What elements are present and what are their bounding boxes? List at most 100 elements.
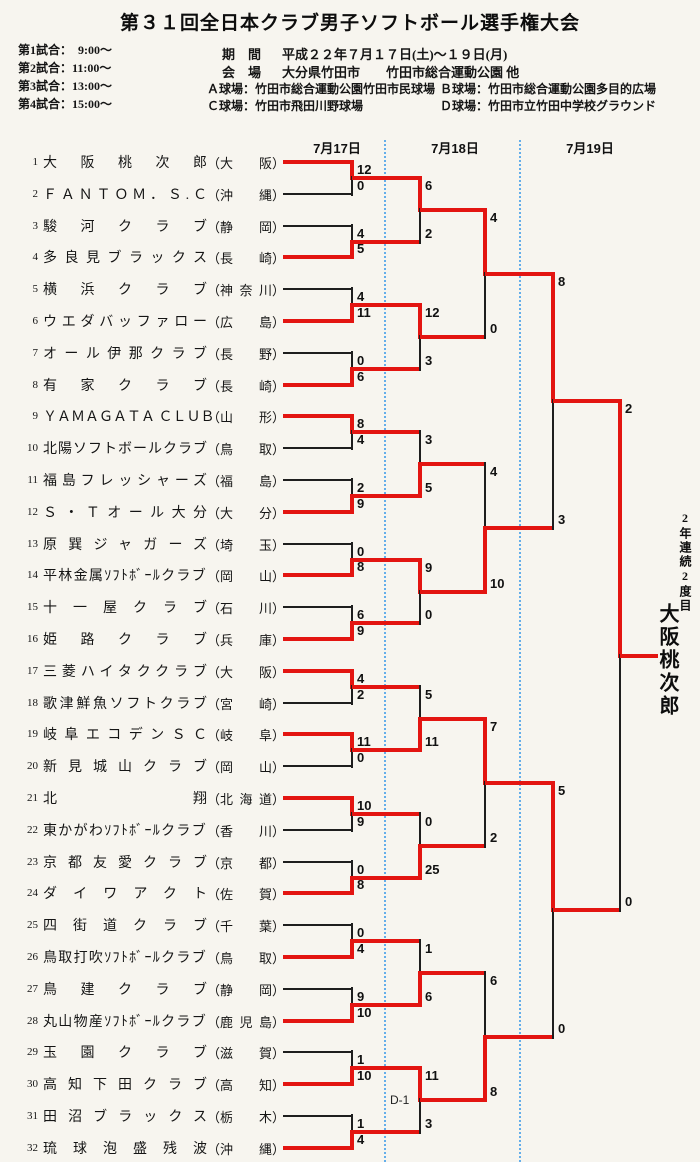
team-name: 有家クラブ: [43, 379, 207, 394]
bracket-line: [350, 876, 354, 895]
team-number: 3: [32, 220, 39, 232]
bracket-line: [420, 844, 485, 848]
prefecture-text: 岡山: [220, 759, 273, 775]
bracket-line: [420, 590, 485, 594]
match-score: 4: [357, 289, 365, 304]
team-row: 9 ＹＡＭＡＧＡＴＡ ＣＬＵＢ （山形）: [22, 406, 286, 426]
team-number: 8: [32, 379, 39, 391]
match-score: 8: [558, 274, 566, 289]
bracket-line: [420, 971, 485, 975]
team-prefecture: （埼玉）: [207, 535, 285, 554]
prefecture-text: 栃木: [220, 1109, 273, 1125]
match-score: 0: [357, 862, 365, 877]
venue-value: 大分県竹田市 竹田市総合運動公園 他: [282, 65, 520, 80]
bracket-line: [283, 732, 352, 736]
bracket-line: [283, 479, 352, 481]
prefecture-text: 沖縄: [220, 187, 273, 203]
bracket-line: [283, 288, 352, 290]
bracket-line: [483, 208, 487, 276]
team-prefecture: （大阪）: [207, 153, 285, 172]
bracket-line: [485, 526, 553, 530]
team-number: 18: [27, 697, 38, 709]
bracket-line: [484, 971, 486, 1039]
bracket-line: [420, 208, 485, 212]
match-score: 2: [357, 480, 365, 495]
bracket-line: [350, 1130, 354, 1150]
match-score: 12: [357, 162, 372, 177]
bracket-line: [352, 1003, 420, 1007]
match-score: 3: [425, 353, 433, 368]
bracket-line: [283, 447, 352, 449]
prefecture-text: 鳥取: [220, 441, 273, 457]
team-name: 北翔: [43, 792, 207, 807]
team-number: 2: [32, 188, 39, 200]
match-score: 0: [357, 353, 365, 368]
team-name: 福島フレッシャーズ: [43, 474, 207, 489]
bracket-line: [351, 176, 353, 196]
team-row: 8 有家クラブ（長崎）: [22, 375, 286, 395]
bracket-line: [283, 352, 352, 354]
match-score: 4: [357, 1132, 365, 1147]
match-score: 2: [625, 401, 633, 416]
prefecture-text: 静岡: [220, 982, 273, 998]
team-number: 1: [32, 156, 39, 168]
match-score: 11: [357, 734, 371, 749]
team-prefecture: （静岡）: [207, 980, 285, 999]
prefecture-text: 北海道: [220, 791, 273, 807]
bracket-line: [420, 1098, 485, 1102]
team-row: 7 オール伊那クラブ（長野）: [22, 343, 286, 363]
schedule-line-3: 第3試合：13:00～: [18, 79, 112, 93]
bracket-line: [551, 272, 555, 403]
bracket-line: [419, 812, 421, 848]
period-label: 期 間: [222, 47, 262, 62]
team-name: オール伊那クラブ: [43, 347, 207, 362]
bracket-line: [351, 605, 353, 625]
prefecture-text: 沖縄: [220, 1141, 273, 1157]
venue-label: 会 場: [222, 65, 262, 80]
match-score: 8: [490, 1084, 498, 1099]
bracket-line: [485, 781, 553, 785]
match-score: 3: [558, 512, 566, 527]
team-row: 19 岐阜エコデンＳＣ （岐阜）: [22, 724, 285, 744]
bracket-line: [283, 319, 352, 323]
bracket-line: [352, 558, 420, 562]
bracket-line: [483, 717, 487, 785]
team-prefecture: （山形）: [207, 407, 285, 426]
team-number: 25: [27, 919, 38, 931]
match-score: 2: [357, 687, 365, 702]
bracket-line: [352, 812, 420, 816]
bracket-line: [283, 414, 352, 418]
champion-note: 2年連続2度目: [678, 511, 692, 613]
team-name: 鳥取打吹ｿﾌﾄﾎﾞｰﾙクラブ: [43, 951, 207, 966]
bracket-line: [351, 430, 353, 450]
bracket-line: [420, 717, 485, 721]
bracket-line: [351, 923, 353, 943]
bracket-line: [350, 1066, 354, 1086]
bracket-line: [283, 702, 352, 704]
team-number: 16: [27, 633, 38, 645]
team-prefecture: （神奈川）: [207, 280, 285, 299]
team-row: 14 平林金属ｿﾌﾄﾎﾞｰﾙクラブ（岡山）: [22, 565, 285, 585]
match-score: 3: [425, 1116, 433, 1131]
bracket-line: [351, 748, 353, 768]
bracket-line: [350, 796, 354, 816]
match-score: 4: [357, 671, 365, 686]
team-name: ウエダバッファロー: [43, 315, 207, 330]
team-prefecture: （栃木）: [207, 1107, 285, 1126]
team-row: 26 鳥取打吹ｿﾌﾄﾎﾞｰﾙクラブ（鳥取）: [22, 947, 285, 967]
bracket-line: [283, 510, 352, 514]
bracket-line: [283, 669, 352, 673]
prefecture-text: 長野: [220, 346, 273, 362]
team-number: 22: [27, 824, 38, 836]
bracket-line: [352, 1066, 420, 1070]
team-prefecture: （大阪）: [207, 662, 285, 681]
team-row: 24 ダイワアクト（佐賀）: [22, 883, 285, 903]
bracket-line: [283, 255, 352, 259]
bracket-line: [619, 654, 621, 912]
bracket-line: [352, 494, 420, 498]
bracket-line: [351, 1114, 353, 1134]
team-prefecture: （石川）: [207, 598, 285, 617]
match-score: 9: [357, 496, 365, 511]
bracket-line: [351, 287, 353, 307]
team-row: 2 ＦＡＮＴＯＭ．Ｓ.Ｃ （沖縄）: [22, 184, 286, 204]
